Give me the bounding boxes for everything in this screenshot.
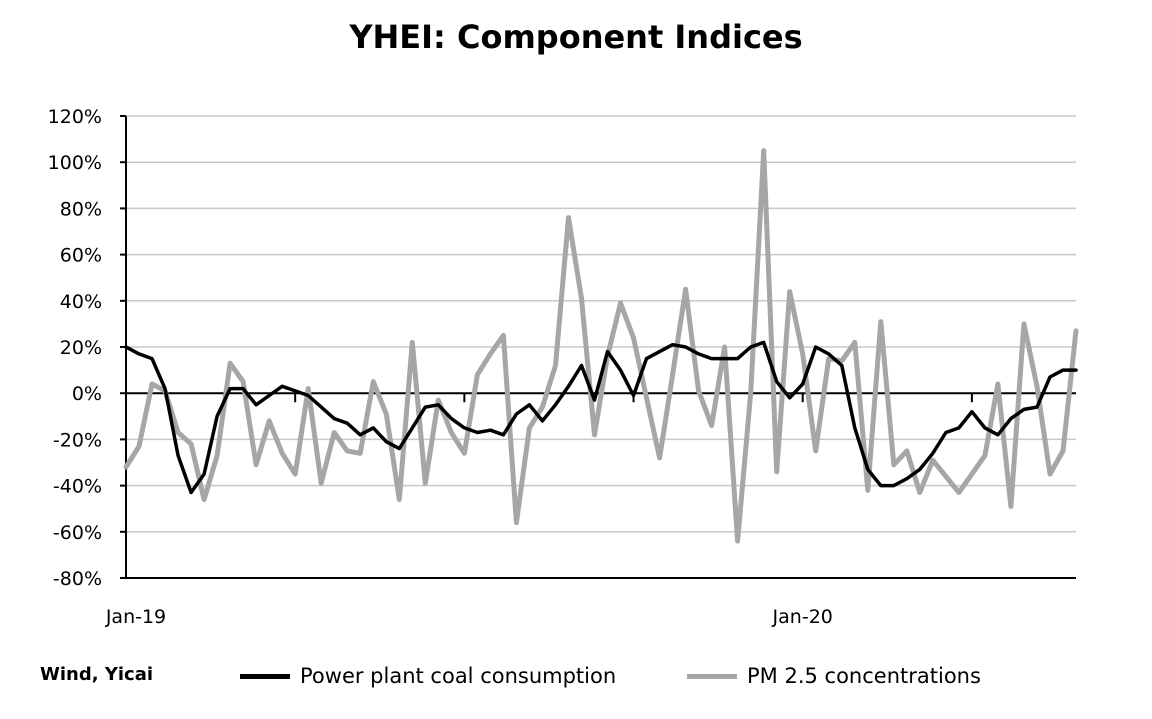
y-tick-label: 80%	[60, 198, 102, 220]
y-tick-label: 60%	[60, 245, 102, 267]
y-tick-label: 100%	[48, 152, 102, 174]
legend-swatch-coal	[240, 673, 290, 679]
series-lines	[123, 148, 1079, 544]
series-line-coal	[124, 340, 1078, 495]
legend-item-pm25: PM 2.5 concentrations	[687, 664, 981, 688]
y-tick-label: -60%	[53, 522, 102, 544]
legend-label-coal: Power plant coal consumption	[300, 664, 617, 688]
series-line-pm25	[123, 148, 1079, 544]
y-tick-label: 120%	[48, 106, 102, 128]
y-tick-label: -20%	[53, 429, 102, 451]
x-tick-label: Jan-20	[772, 606, 833, 628]
legend-swatch-pm25	[687, 673, 737, 679]
gridlines	[126, 115, 1076, 533]
legend-item-coal: Power plant coal consumption	[240, 664, 616, 688]
legend-label-pm25: PM 2.5 concentrations	[747, 664, 981, 688]
x-tick-label: Jan-19	[105, 606, 166, 628]
y-tick-label: -80%	[53, 568, 102, 590]
tick-labels: 120%100%80%60%40%20%0%-20%-40%-60%-80%Ja…	[48, 106, 833, 628]
source-note: Wind, Yicai	[40, 664, 154, 685]
y-tick-label: 0%	[72, 383, 102, 405]
chart-title: YHEI: Component Indices	[349, 18, 803, 56]
y-tick-label: 40%	[60, 291, 102, 313]
y-tick-label: -40%	[53, 476, 102, 498]
y-tick-label: 20%	[60, 337, 102, 359]
